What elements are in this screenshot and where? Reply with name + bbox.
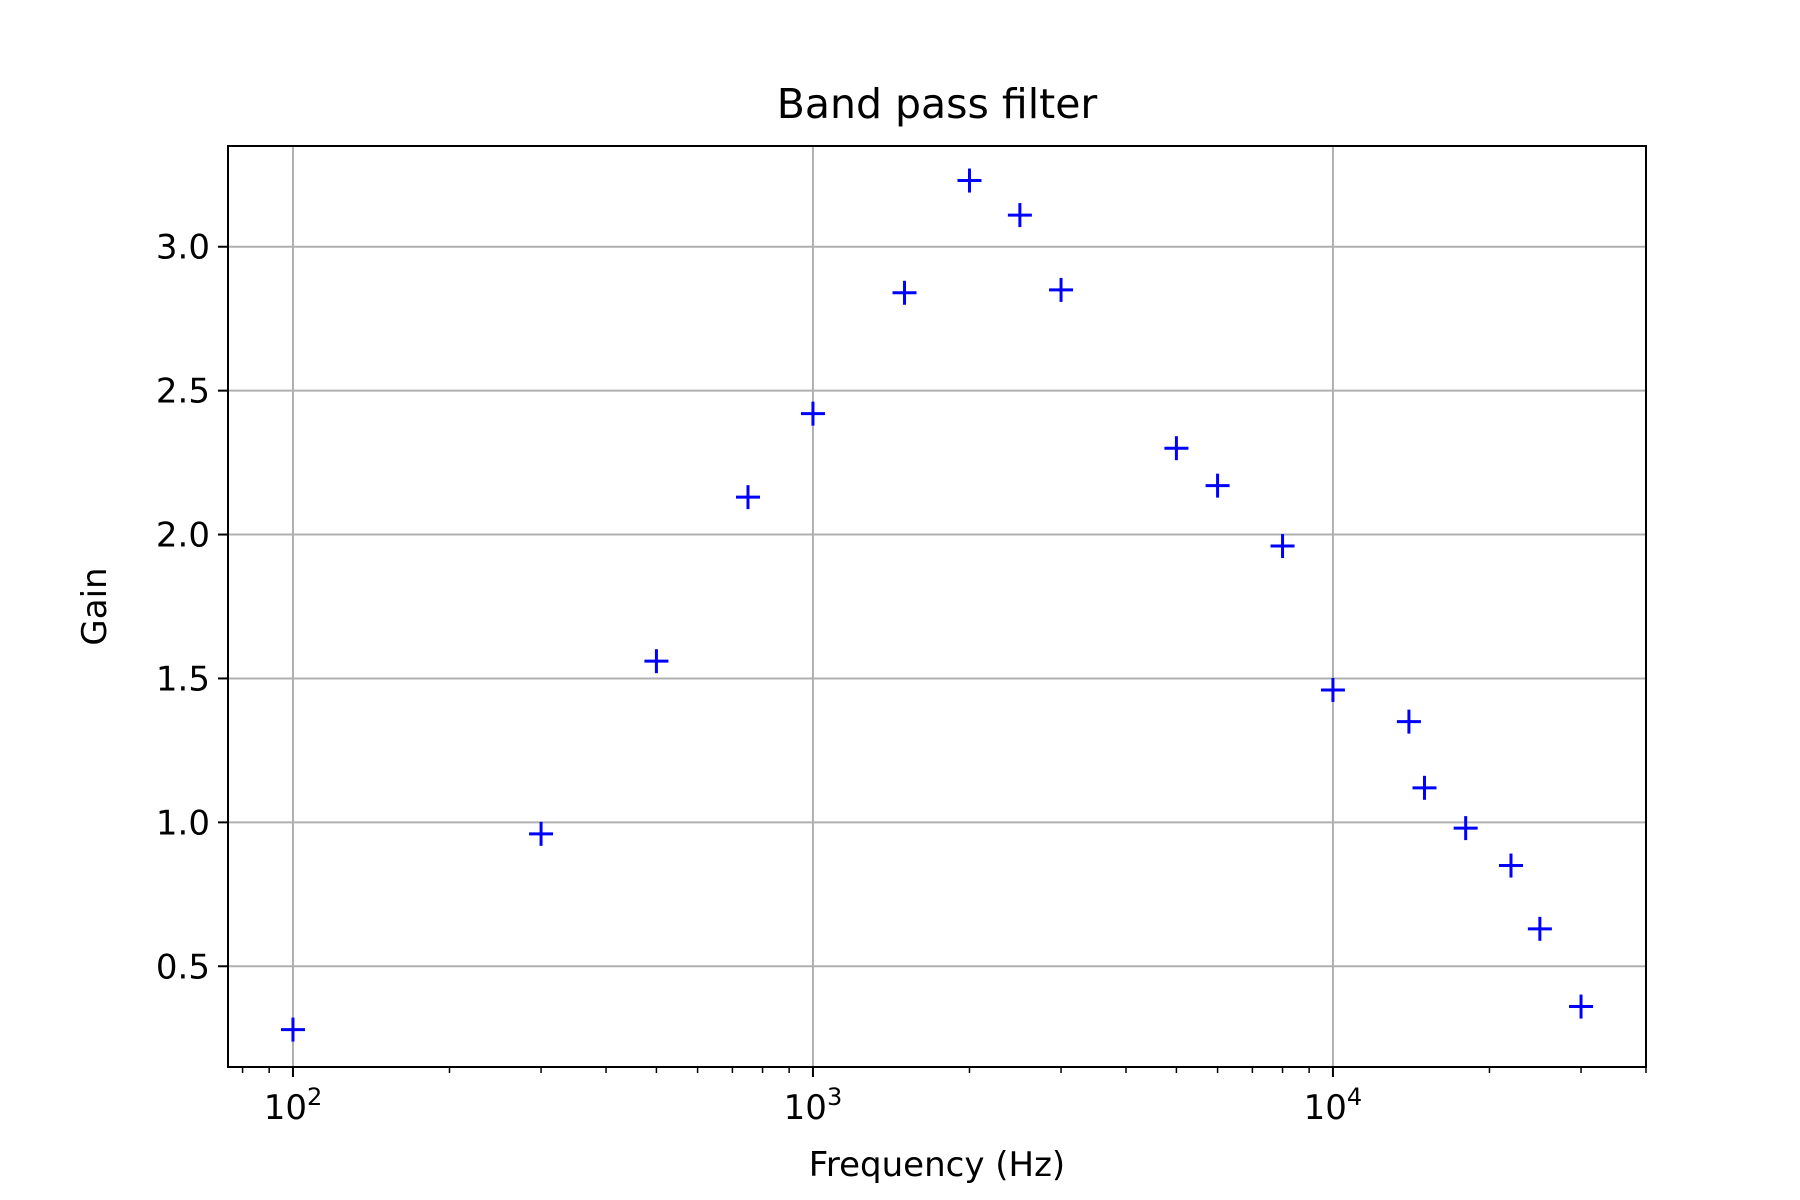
data-point [1270, 534, 1295, 559]
data-point [735, 485, 760, 510]
data-point [1569, 994, 1594, 1019]
data-point [957, 168, 982, 193]
y-tick-label: 1.5 [156, 659, 210, 699]
chart-title: Band pass filter [777, 80, 1098, 128]
data-point [1205, 473, 1230, 498]
data-point [529, 821, 554, 846]
data-point [1049, 277, 1074, 302]
data-point [1527, 916, 1552, 941]
data-point [644, 649, 669, 674]
data-point [1007, 203, 1032, 228]
y-tick-label: 1.0 [156, 803, 210, 843]
x-tick-label: 104 [1304, 1083, 1363, 1128]
x-tick-label: 102 [264, 1083, 323, 1128]
y-axis-title: Gain [75, 567, 115, 645]
x-tick-label: 103 [784, 1083, 843, 1128]
data-point [1164, 436, 1189, 461]
data-point [1396, 709, 1421, 734]
data-point [1498, 853, 1523, 878]
plot-frame [227, 145, 1647, 1068]
data-point [800, 401, 825, 426]
x-axis-title: Frequency (Hz) [809, 1145, 1065, 1185]
x-tick-labels: 102 103 104 [264, 1083, 1363, 1128]
y-tick-label: 2.5 [156, 372, 210, 412]
y-tick-labels: 0.5 1.0 1.5 2.0 2.5 3.0 [156, 228, 210, 988]
data-point [1453, 816, 1478, 841]
y-tick-label: 3.0 [156, 228, 210, 268]
data-point [1412, 775, 1437, 800]
data-point [892, 280, 917, 305]
y-tick-label: 2.0 [156, 516, 210, 556]
data-points [280, 168, 1594, 1042]
axis-ticks [218, 245, 1647, 1077]
data-point [280, 1017, 305, 1042]
grid [228, 146, 1646, 1067]
y-tick-label: 0.5 [156, 947, 210, 987]
data-point [1320, 677, 1345, 702]
